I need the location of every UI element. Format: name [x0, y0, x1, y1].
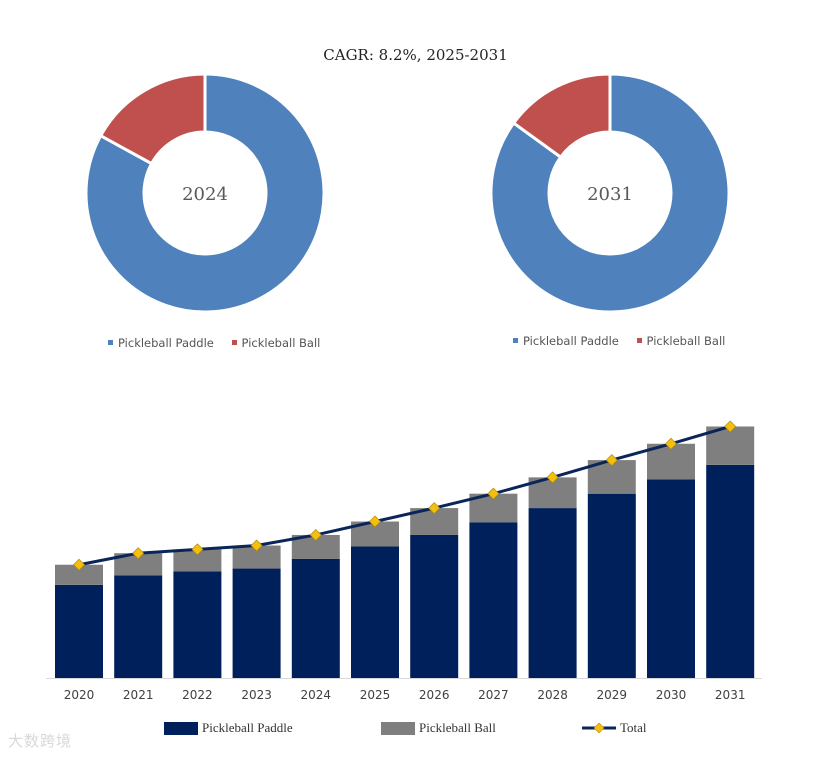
bar-paddle-2023 [232, 568, 281, 678]
donut-slice-ball [511, 72, 612, 160]
total-marker-2028 [546, 471, 559, 484]
legend-label-total: Total [620, 720, 647, 735]
donut-chart-2031: 2031 [489, 72, 731, 314]
bar-paddle-2030 [647, 479, 695, 678]
x-tick-label: 2028 [537, 688, 568, 702]
x-tick-label: 2027 [478, 688, 509, 702]
x-tick-label: 2026 [419, 688, 450, 702]
legend-label-ball: Pickleball Ball [646, 334, 726, 348]
donut-legend-2031: Pickleball Paddle Pickleball Ball [513, 334, 739, 348]
donut-center-label: 2024 [182, 184, 228, 205]
legend-label-paddle: Pickleball Paddle [202, 720, 293, 735]
x-tick-label: 2030 [656, 688, 687, 702]
bar-paddle-2031 [706, 464, 755, 678]
donut-legend-2024: Pickleball Paddle Pickleball Ball [108, 336, 334, 350]
x-tick-label: 2021 [123, 688, 154, 702]
total-marker-2025 [369, 515, 381, 528]
x-tick-label: 2022 [182, 688, 213, 702]
bar-paddle-2025 [351, 546, 399, 678]
bar-ball-2021 [114, 553, 163, 576]
bar-paddle-2027 [469, 522, 518, 678]
donut-center-label: 2031 [587, 184, 633, 205]
total-marker-2023 [250, 539, 263, 552]
total-marker-2029 [605, 454, 618, 467]
legend-item-ball: Pickleball Ball [636, 334, 726, 348]
cagr-label: CAGR: 8.2%, 2025-2031 [323, 46, 508, 64]
bar-paddle-2026 [410, 534, 459, 678]
bar-paddle-2021 [114, 575, 163, 678]
x-tick-label: 2031 [715, 688, 746, 702]
legend-swatch-ball [381, 721, 415, 735]
legend-item-ball: Pickleball Ball [381, 720, 496, 736]
bar-ball-2031 [706, 426, 755, 465]
bar-ball-2023 [232, 545, 281, 569]
total-marker-2020 [73, 558, 85, 571]
x-tick-label: 2029 [597, 688, 628, 702]
bar-ball-2020 [55, 564, 103, 585]
legend-swatch-paddle [108, 340, 113, 345]
legend-label-ball: Pickleball Ball [241, 336, 321, 350]
total-marker-2026 [428, 502, 441, 515]
legend-item-total: Total [582, 720, 647, 736]
legend-item-paddle: Pickleball Paddle [108, 336, 214, 350]
total-line [78, 425, 731, 567]
x-tick-label: 2024 [301, 688, 332, 702]
total-marker-2022 [191, 543, 204, 556]
legend-swatch-paddle [164, 721, 198, 735]
total-marker-2021 [132, 547, 145, 560]
x-tick-label: 2025 [360, 688, 391, 702]
legend-label-paddle: Pickleball Paddle [523, 334, 619, 348]
bar-paddle-2028 [528, 508, 577, 678]
total-marker-2030 [665, 437, 677, 450]
bar-ball-2022 [173, 549, 222, 572]
legend-swatch-paddle [513, 338, 518, 343]
legend-swatch-ball [636, 338, 642, 343]
bar-paddle-2022 [173, 571, 222, 678]
legend-label-paddle: Pickleball Paddle [118, 336, 214, 350]
legend-item-ball: Pickleball Ball [231, 336, 321, 350]
watermark-logo: 大数跨境 [8, 732, 73, 750]
donut-slice-paddle [84, 72, 326, 314]
bar-paddle-2024 [291, 558, 340, 678]
donut-slice-ball [98, 72, 207, 166]
legend-item-paddle: Pickleball Paddle [164, 720, 293, 736]
donut-chart-2024: 2024 [84, 72, 326, 314]
total-marker-2024 [309, 528, 322, 541]
donut-slice-paddle [489, 72, 731, 314]
total-marker-2027 [487, 487, 500, 500]
legend-swatch-total [582, 722, 616, 734]
bar-paddle-2020 [55, 584, 103, 678]
x-tick-label: 2020 [64, 688, 95, 702]
legend-item-paddle: Pickleball Paddle [513, 334, 619, 348]
total-marker-2031 [724, 420, 737, 433]
legend-swatch-ball [231, 340, 237, 345]
x-tick-label: 2023 [241, 688, 272, 702]
legend-label-ball: Pickleball Ball [419, 720, 496, 735]
stacked-bar-chart: 2020 2021 2022 2023 2024 2025 2026 2027 2028 2029… [46, 420, 762, 702]
bar-paddle-2029 [587, 493, 636, 678]
